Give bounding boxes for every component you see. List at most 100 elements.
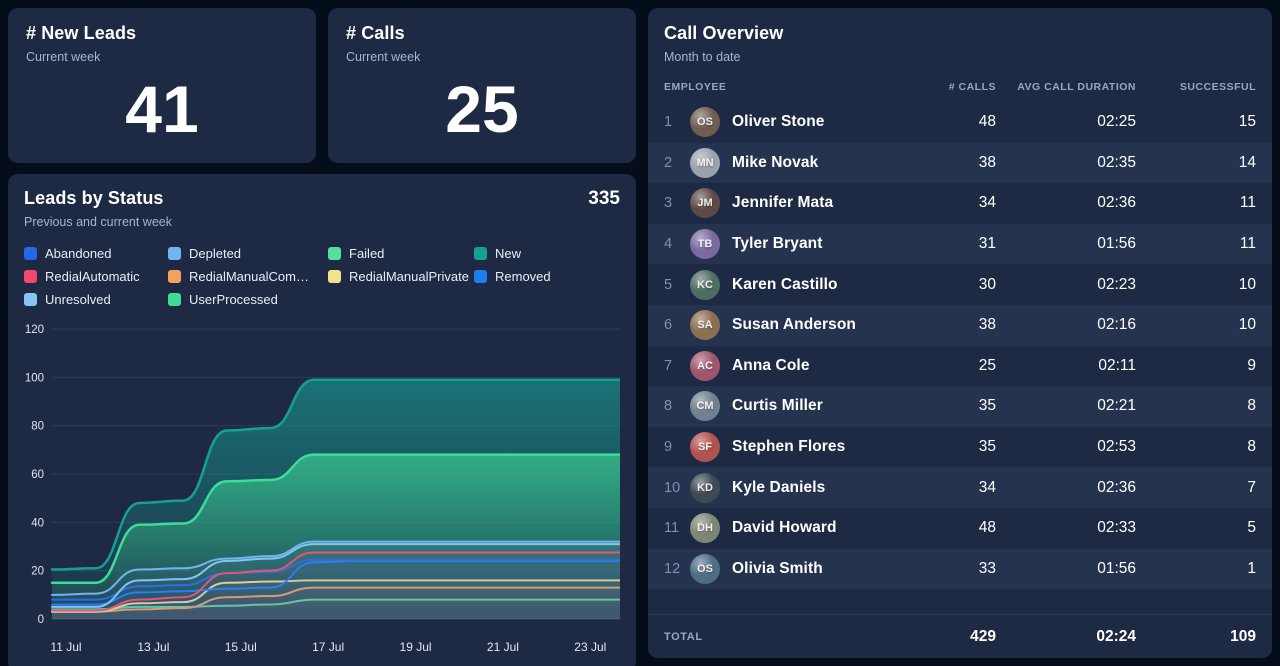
avatar: DH: [690, 513, 720, 544]
successful-value: 7: [1247, 478, 1256, 496]
legend-label: RedialManualCom…: [189, 269, 309, 284]
row-rank: 9: [664, 439, 673, 456]
duration-value: 01:56: [1097, 559, 1136, 577]
x-tick-label: 15 Jul: [225, 640, 257, 654]
calls-value: 48: [978, 519, 996, 537]
legend-item-redialmanualprivate[interactable]: RedialManualPrivate: [328, 269, 474, 284]
legend-item-new[interactable]: New: [474, 246, 620, 261]
row-rank: 10: [664, 479, 681, 496]
avatar: SA: [690, 310, 720, 341]
successful-value: 9: [1247, 356, 1256, 374]
duration-value: 01:56: [1097, 235, 1136, 253]
y-tick-label: 0: [38, 614, 44, 626]
table-row: 5 KC Karen Castillo 30 02:23 10: [648, 264, 1272, 305]
legend-label: Failed: [349, 246, 385, 261]
y-tick-label: 40: [31, 517, 44, 529]
legend-item-userprocessed[interactable]: UserProcessed: [168, 292, 328, 307]
y-tick-label: 80: [31, 421, 44, 433]
avatar: KC: [690, 269, 720, 300]
series-area-removed: [52, 561, 620, 619]
x-tick-label: 11 Jul: [50, 640, 81, 654]
legend-label: UserProcessed: [189, 292, 278, 307]
legend-item-failed[interactable]: Failed: [328, 246, 474, 261]
row-rank: 6: [664, 317, 673, 334]
legend-item-unresolved[interactable]: Unresolved: [24, 292, 168, 307]
series-line-depleted: [51, 540, 621, 596]
leads-card-header: Leads by Status Previous and current wee…: [24, 188, 620, 229]
duration-value: 02:53: [1097, 438, 1136, 456]
employee-name: Olivia Smith: [732, 559, 823, 577]
legend-swatch-icon: [24, 247, 37, 260]
employee-name: Tyler Bryant: [732, 235, 823, 253]
legend-item-depleted[interactable]: Depleted: [168, 246, 328, 261]
avatar: CM: [690, 391, 720, 422]
legend-swatch-icon: [328, 270, 341, 283]
calls-value: 34: [978, 194, 996, 212]
avatar: SF: [690, 432, 720, 463]
x-tick-label: 17 Jul: [312, 640, 344, 654]
legend-label: Abandoned: [45, 246, 112, 261]
table-row: 6 SA Susan Anderson 38 02:16 10: [648, 304, 1272, 346]
series-area-unresolved: [52, 544, 620, 619]
series-area-abandoned: [52, 559, 620, 619]
duration-value: 02:36: [1097, 478, 1136, 496]
total-calls: 429: [970, 627, 996, 645]
row-rank: 12: [664, 560, 681, 577]
calls-title: # Calls: [346, 23, 405, 43]
duration-value: 02:35: [1097, 153, 1136, 171]
kpi-row: # New Leads Current week 41 # Calls Curr…: [8, 8, 636, 163]
legend-label: RedialManualPrivate: [349, 269, 469, 284]
employee-name: Mike Novak: [732, 153, 819, 171]
table-row: 10 KD Kyle Daniels 34 02:36 7: [648, 467, 1272, 508]
legend-item-abandoned[interactable]: Abandoned: [24, 246, 168, 261]
calls-value: 35: [978, 438, 996, 456]
table-row: 2 MN Mike Novak 38 02:35 14: [648, 142, 1272, 184]
avatar: AC: [690, 350, 720, 381]
legend-item-redialautomatic[interactable]: RedialAutomatic: [24, 269, 168, 284]
table-row: 1 OS Oliver Stone 48 02:25 15: [648, 102, 1272, 143]
calls-value: 35: [978, 397, 996, 415]
call-overview-subtitle: Month to date: [664, 50, 741, 64]
series-area-redialmanualcom-: [52, 587, 620, 619]
avatar: KD: [690, 472, 720, 503]
employee-name: David Howard: [732, 519, 837, 537]
successful-value: 8: [1247, 397, 1256, 415]
legend-swatch-icon: [24, 270, 37, 283]
calls-value: 48: [978, 113, 996, 131]
y-tick-label: 60: [31, 469, 44, 481]
legend-swatch-icon: [474, 247, 487, 260]
employee-name: Stephen Flores: [732, 438, 846, 456]
legend-item-removed[interactable]: Removed: [474, 269, 620, 284]
legend-label: RedialAutomatic: [45, 269, 140, 284]
duration-value: 02:25: [1097, 113, 1136, 131]
table-row: 11 DH David Howard 48 02:33 5: [648, 508, 1272, 549]
successful-value: 11: [1239, 235, 1256, 253]
row-rank: 4: [664, 236, 673, 253]
series-line-redialmanualprivate: [51, 579, 621, 613]
row-rank: 2: [664, 154, 673, 171]
employee-name: Curtis Miller: [732, 397, 823, 415]
avatar: MN: [690, 147, 720, 178]
successful-value: 5: [1247, 519, 1256, 537]
total-label: TOTAL: [664, 630, 703, 643]
table-header-row: EMPLOYEE # CALLS AVG CALL DURATION SUCCE…: [648, 81, 1272, 93]
duration-value: 02:21: [1097, 397, 1136, 415]
series-area-redialautomatic: [52, 552, 620, 619]
table-row: 8 CM Curtis Miller 35 02:21 8: [648, 386, 1272, 427]
duration-value: 02:33: [1097, 519, 1136, 537]
x-tick-label: 21 Jul: [487, 640, 519, 654]
duration-value: 02:36: [1097, 194, 1136, 212]
table-row: 4 TB Tyler Bryant 31 01:56 11: [648, 223, 1272, 265]
col-header-calls: # CALLS: [948, 81, 996, 93]
legend-item-redialmanualcom-[interactable]: RedialManualCom…: [168, 269, 328, 284]
call-overview-card: Call Overview Month to date EMPLOYEE # C…: [648, 8, 1272, 658]
leads-title: Leads by Status: [24, 188, 164, 208]
calls-card: # Calls Current week 25: [328, 8, 636, 163]
employee-name: Oliver Stone: [732, 113, 825, 131]
series-line-userprocessed: [50, 453, 622, 584]
successful-value: 14: [1238, 153, 1256, 171]
avatar: OS: [690, 107, 720, 138]
successful-value: 10: [1238, 316, 1256, 334]
legend-swatch-icon: [168, 293, 181, 306]
leads-subtitle: Previous and current week: [24, 215, 172, 229]
